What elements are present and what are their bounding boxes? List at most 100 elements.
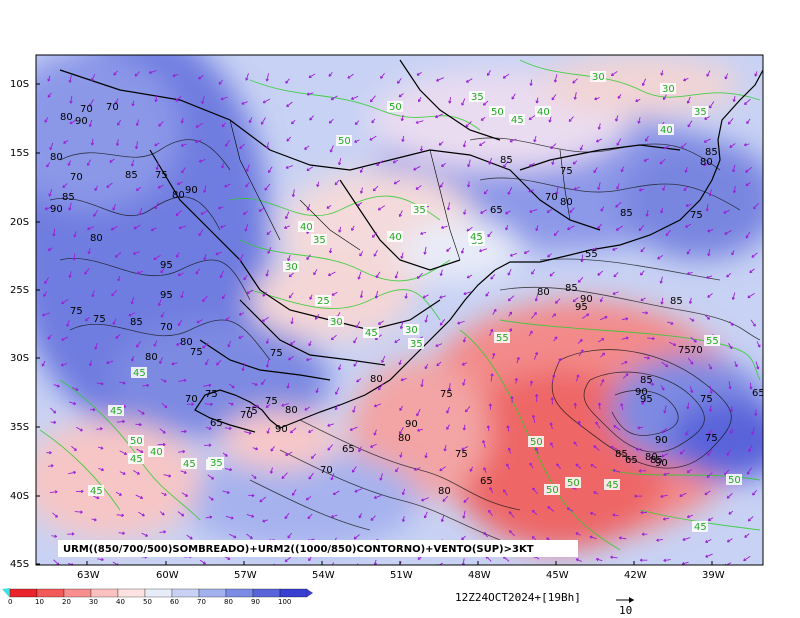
svg-text:50: 50 [491, 107, 504, 118]
wind-arrow [578, 277, 584, 283]
wind-arrow-head [729, 430, 734, 434]
wind-arrow-head [47, 248, 51, 251]
contour-label-black: 65 [342, 444, 355, 455]
wind-arrow [687, 96, 691, 104]
wind-arrow [48, 465, 54, 467]
wind-arrow [246, 164, 250, 172]
wind-arrow-head [616, 142, 620, 146]
wind-arrow [401, 252, 404, 259]
wind-arrow [224, 468, 232, 471]
wind-arrow [661, 297, 664, 305]
wind-arrow [378, 205, 386, 211]
wind-arrow-head [106, 360, 110, 365]
wind-arrow-head [685, 203, 689, 208]
contour-label-green: 50 [489, 106, 505, 118]
wind-arrow-head [572, 299, 576, 303]
wind-arrow-head [330, 477, 334, 481]
contour-label-green: 35 [408, 338, 424, 350]
wind-arrow-head [208, 443, 212, 447]
wind-arrow-head [238, 312, 242, 316]
svg-text:45: 45 [470, 232, 483, 243]
wind-arrow [557, 358, 562, 364]
timestamp: 12Z24OCT2024+[19Bh] [455, 591, 581, 604]
wind-arrow-head [556, 463, 560, 467]
wind-arrow-head [130, 301, 134, 305]
wind-arrow-head [94, 188, 98, 191]
wind-arrow [141, 532, 148, 537]
wind-arrow [508, 511, 515, 518]
wind-arrow [87, 226, 95, 230]
wind-arrow [287, 254, 291, 261]
wind-arrow-head [593, 445, 597, 449]
wind-arrow [53, 559, 60, 565]
wind-arrow-head [313, 272, 317, 276]
wind-arrow-head [507, 298, 511, 302]
wind-arrow-head [462, 427, 467, 431]
contour-label-black: 70 [160, 322, 173, 333]
wind-arrow [202, 342, 209, 349]
wind-arrow-head [507, 272, 511, 276]
wind-arrow-head [482, 440, 486, 444]
wind-arrow-head [394, 340, 398, 344]
wind-arrow-head [706, 275, 710, 279]
svg-text:45: 45 [511, 115, 524, 126]
wind-arrow [331, 334, 337, 341]
wind-arrow [616, 225, 624, 231]
wind-arrow-head [620, 403, 624, 407]
wind-arrow [492, 353, 495, 360]
wind-arrow [424, 246, 427, 255]
wind-arrow [243, 431, 252, 434]
wind-arrow-head [205, 362, 209, 366]
wind-arrow-head [290, 321, 294, 325]
wind-arrow [370, 95, 376, 103]
colorbar-swatch [117, 588, 146, 598]
wind-arrow [44, 206, 53, 210]
wind-arrow-head [509, 139, 513, 143]
wind-arrow [416, 408, 421, 417]
contour-label-black: 85 [620, 208, 633, 219]
wind-arrow [488, 157, 493, 165]
wind-arrow-head [705, 208, 709, 212]
wind-arrow-head [398, 214, 402, 217]
wind-arrow-head [356, 379, 360, 383]
wind-arrow-head [535, 228, 539, 232]
wind-arrow-head [469, 468, 473, 472]
wind-arrow-head [509, 328, 513, 332]
contour-label-black: 80 [285, 405, 298, 416]
wind-arrow-head [160, 314, 164, 318]
svg-text:50: 50 [546, 485, 559, 496]
wind-arrow-head [466, 275, 470, 279]
wind-arrow-head [353, 363, 357, 367]
wind-arrow-head [154, 99, 158, 103]
wind-arrow-head [395, 469, 399, 473]
wind-arrow [745, 166, 753, 173]
wind-arrow [435, 343, 443, 347]
contour-label-black: 80 [50, 152, 63, 163]
wind-arrow-head [89, 103, 92, 107]
wind-arrow-head [172, 73, 176, 78]
wind-arrow [482, 440, 486, 448]
wind-arrow-head [728, 386, 732, 390]
wind-arrow-head [729, 346, 733, 350]
wind-arrow-head [54, 534, 58, 538]
wind-arrow [53, 384, 60, 388]
wind-arrow [358, 446, 362, 453]
colorbar-label: 60 [170, 598, 179, 606]
wind-arrow-head [399, 454, 403, 458]
wind-arrow [463, 291, 472, 295]
wind-arrow [709, 189, 712, 197]
wind-arrow-head [732, 99, 736, 102]
wind-arrow-head [731, 252, 735, 256]
wind-arrow-head [327, 447, 331, 451]
wind-arrow-head [162, 430, 166, 434]
contour-label-black: 75 [700, 394, 713, 405]
wind-arrow [516, 357, 520, 364]
wind-arrow-head [353, 340, 357, 344]
wind-arrow-head [399, 431, 402, 435]
wind-arrow-head [566, 507, 570, 511]
wind-arrow [157, 184, 164, 189]
wind-arrow-head [533, 139, 537, 143]
wind-arrow [380, 72, 385, 79]
wind-arrow [154, 201, 159, 210]
svg-text:40: 40 [300, 222, 313, 233]
